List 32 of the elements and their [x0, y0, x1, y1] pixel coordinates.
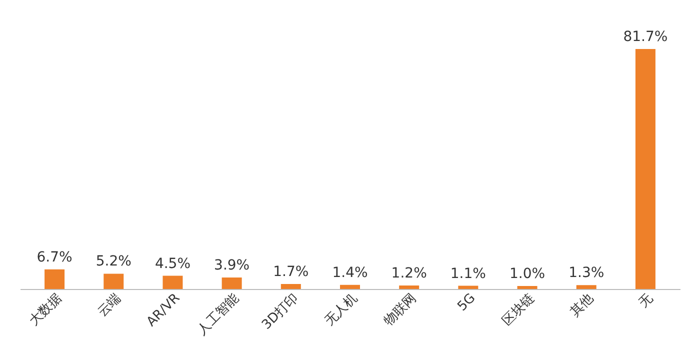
- x-tick-label: 大数据: [26, 290, 65, 329]
- bar: [458, 286, 478, 289]
- bar: [280, 284, 301, 289]
- x-tick-label: 区块链: [499, 290, 538, 329]
- bar: [399, 285, 420, 289]
- data-label: 3.9%: [214, 258, 250, 274]
- x-tick-label: 物联网: [381, 290, 420, 329]
- x-tick-label: 无: [636, 290, 656, 311]
- x-tick-label: 3D打印: [259, 290, 302, 333]
- data-label: 1.1%: [450, 266, 486, 282]
- bar: [104, 274, 124, 289]
- data-label: 1.4%: [332, 264, 368, 281]
- x-tick-label: 无人机: [322, 290, 360, 329]
- x-tick-label: 人工智能: [194, 290, 242, 338]
- data-label: 5.2%: [96, 254, 132, 270]
- bar: [162, 276, 183, 289]
- data-label: 1.2%: [391, 265, 427, 282]
- data-label: 1.3%: [568, 265, 604, 282]
- bar: [576, 285, 596, 289]
- x-tick-label: 云端: [95, 290, 124, 320]
- bar: [222, 278, 242, 289]
- data-label: 1.0%: [509, 266, 546, 282]
- x-tick-label: 其他: [568, 290, 597, 320]
- data-label: 81.7%: [623, 29, 668, 45]
- data-label: 4.5%: [154, 256, 191, 272]
- data-label: 1.7%: [273, 264, 309, 280]
- x-tick-label: 5G: [454, 290, 479, 314]
- bar: [517, 286, 538, 289]
- bar: [635, 49, 656, 289]
- bar: [340, 284, 360, 289]
- data-label: 6.7%: [36, 249, 72, 266]
- bar: [44, 269, 65, 289]
